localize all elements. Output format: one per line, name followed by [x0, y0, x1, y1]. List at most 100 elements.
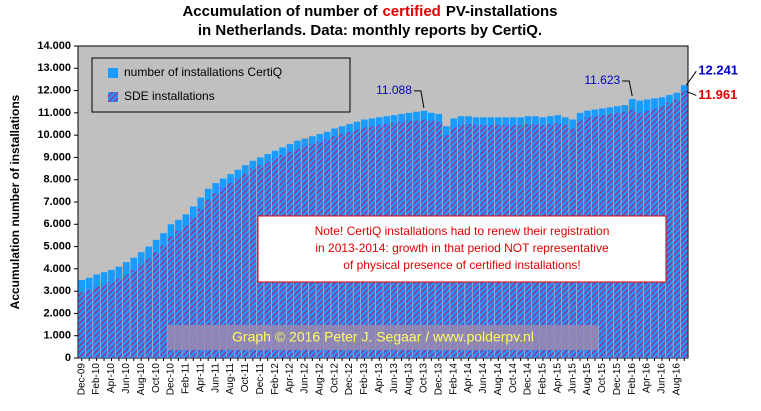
y-tick-label: 3.000: [43, 285, 71, 297]
note-line: of physical presence of certified instal…: [343, 258, 580, 272]
x-tick-label: Jun-14: [478, 363, 489, 394]
note-line: in 2013-2014: growth in that period NOT …: [315, 241, 609, 255]
x-tick-label: Aug-15: [582, 363, 593, 396]
x-tick-label: Dec-14: [523, 363, 534, 396]
sde-bar: [145, 258, 152, 358]
x-tick-label: Jun-10: [121, 363, 132, 394]
sde-bar: [666, 102, 673, 358]
chart-subtitle: in Netherlands. Data: monthly reports by…: [198, 22, 542, 39]
sde-bar: [152, 252, 160, 358]
y-tick-label: 2.000: [43, 307, 71, 319]
annotation: 12.241: [698, 63, 738, 78]
sde-bar: [130, 269, 138, 358]
y-tick-label: 13.000: [37, 62, 71, 74]
x-tick-label: Jun-12: [300, 363, 311, 394]
y-axis-label: Accumulation number of installations: [8, 94, 22, 309]
sde-bar: [123, 274, 130, 358]
annotation: 11.623: [584, 73, 620, 87]
x-tick-label: Oct-11: [240, 363, 251, 393]
sde-bar: [673, 99, 681, 358]
legend-label: SDE installations: [124, 89, 215, 103]
annotation-leader: [685, 70, 697, 86]
sde-bar: [137, 264, 145, 358]
y-tick-label: 11.000: [38, 107, 71, 119]
x-tick-label: Oct-12: [329, 363, 340, 393]
x-tick-label: Aug-14: [493, 363, 504, 396]
x-tick-label: Apr-11: [195, 363, 206, 393]
x-tick-label: Aug-12: [314, 363, 325, 396]
x-tick-label: Aug-13: [404, 363, 415, 396]
x-tick-label: Dec-15: [612, 363, 623, 396]
x-tick-label: Jun-13: [389, 363, 400, 394]
y-tick-label: 4.000: [43, 263, 71, 275]
sde-bar: [85, 290, 93, 358]
x-tick-label: Aug-11: [225, 363, 236, 395]
sde-bar: [189, 217, 197, 358]
chart-title: Accumulation of number of certified PV-ins…: [182, 3, 557, 20]
x-tick-label: Apr-16: [642, 363, 653, 393]
annotation: 11.088: [376, 83, 412, 97]
sde-bar: [219, 187, 227, 358]
sde-bar: [680, 91, 688, 358]
sde-bar: [212, 193, 219, 358]
y-tick-label: 1.000: [43, 330, 71, 342]
note-box: [257, 215, 667, 283]
x-tick-label: Jun-16: [657, 363, 668, 394]
sde-bar: [197, 208, 205, 358]
x-tick-label: Dec-10: [166, 363, 177, 396]
sde-bar: [242, 174, 249, 358]
annotation-leader: [686, 90, 697, 96]
x-tick-label: Feb-10: [91, 363, 102, 395]
x-tick-label: Jun-11: [210, 363, 221, 393]
legend-label: number of installations CertiQ: [124, 65, 282, 79]
sde-bar: [204, 199, 212, 358]
x-tick-label: Aug-16: [671, 363, 682, 396]
sde-bar: [108, 282, 115, 358]
x-tick-label: Aug-10: [136, 363, 147, 396]
y-tick-label: 8.000: [43, 174, 71, 186]
x-tick-label: Apr-13: [374, 363, 385, 393]
legend-box: [91, 57, 351, 113]
x-tick-label: Feb-13: [359, 363, 370, 395]
credit: Graph © 2016 Peter J. Segaar / www.polde…: [232, 329, 534, 345]
sde-bar: [100, 284, 108, 358]
x-tick-label: Feb-14: [448, 363, 459, 395]
title-part: Accumulation of number of: [182, 3, 378, 20]
sde-bar: [175, 230, 182, 358]
title-part: PV-installations: [446, 3, 558, 20]
annotation-leader: [413, 90, 425, 108]
y-tick-label: 10.000: [37, 129, 71, 141]
annotation-leader: [622, 80, 633, 97]
x-tick-label: Feb-11: [181, 363, 192, 394]
sde-bar: [115, 278, 123, 358]
credit-box: [168, 325, 598, 350]
sde-bar: [167, 236, 175, 358]
x-tick-label: Apr-14: [463, 363, 474, 393]
legend-swatch: [108, 92, 118, 102]
y-tick-label: 9.000: [43, 151, 71, 163]
x-tick-label: Dec-13: [433, 363, 444, 396]
sde-bar: [249, 168, 257, 358]
x-tick-label: Feb-12: [270, 363, 281, 395]
x-tick-label: Feb-15: [538, 363, 549, 395]
title-part: certified: [382, 3, 440, 20]
y-tick-label: 6.000: [43, 218, 71, 230]
legend-swatch: [108, 68, 118, 78]
y-tick-label: 7.000: [43, 196, 71, 208]
x-tick-label: Dec-11: [255, 363, 266, 395]
x-tick-label: Oct-13: [419, 363, 430, 393]
sde-bar: [234, 178, 242, 358]
note-line: Note! CertiQ installations had to renew …: [315, 224, 610, 238]
x-tick-label: Oct-15: [597, 363, 608, 393]
x-tick-label: Feb-16: [627, 363, 638, 395]
sde-bar: [227, 183, 234, 358]
x-tick-label: Oct-14: [508, 363, 519, 393]
x-tick-label: Apr-12: [285, 363, 296, 393]
x-tick-label: Jun-15: [567, 363, 578, 394]
y-tick-label: 5.000: [43, 240, 71, 252]
x-tick-label: Dec-12: [344, 363, 355, 396]
sde-bar: [182, 225, 190, 358]
x-tick-label: Oct-10: [151, 363, 162, 393]
sde-bar: [160, 245, 167, 358]
